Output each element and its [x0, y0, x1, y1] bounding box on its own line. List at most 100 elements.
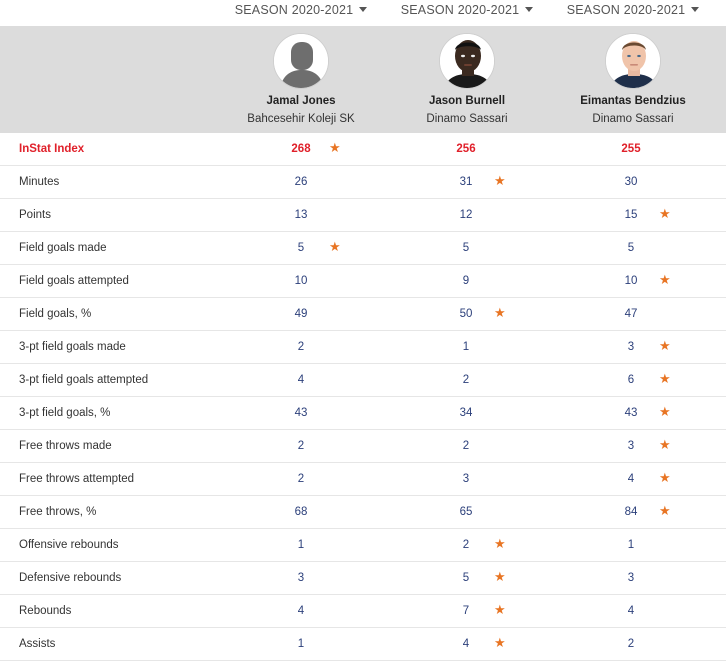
star-icon: ★	[494, 173, 506, 188]
season-dropdown-2[interactable]: SEASON 2020-2021	[384, 3, 550, 17]
stat-label: Points	[19, 209, 51, 221]
stat-value-player-3: 3	[627, 572, 635, 584]
stat-value-player-2: 31	[459, 176, 473, 188]
season-selector-row: SEASON 2020-2021 SEASON 2020-2021 SEASON…	[0, 0, 726, 26]
instat-index-row: InStat Index 268 ★ 256 255	[0, 133, 726, 166]
stat-value-player-2: 34	[459, 407, 473, 419]
star-icon: ★	[494, 305, 506, 320]
stat-value-player-1: 10	[294, 275, 308, 287]
player-name[interactable]: Eimantas Bendzius	[580, 95, 686, 107]
star-icon: ★	[659, 272, 671, 287]
stat-row: Field goals, % 49 50 ★ 47	[0, 298, 726, 331]
stat-row: 3-pt field goals attempted 4 2 6 ★	[0, 364, 726, 397]
stat-label: InStat Index	[19, 143, 85, 155]
stat-row: Offensive rebounds 1 2 ★ 1	[0, 529, 726, 562]
player-team[interactable]: Dinamo Sassari	[426, 113, 508, 125]
stat-label: Defensive rebounds	[19, 572, 122, 584]
player-name[interactable]: Jason Burnell	[428, 95, 506, 107]
stat-row: Field goals attempted 10 9 10 ★	[0, 265, 726, 298]
stat-value-player-2: 256	[456, 143, 476, 155]
stat-row: Points 13 12 15 ★	[0, 199, 726, 232]
stat-label: 3-pt field goals made	[19, 341, 126, 353]
star-icon: ★	[494, 536, 506, 551]
stat-row: Rebounds 4 7 ★ 4	[0, 595, 726, 628]
stat-value-player-3: 43	[624, 407, 638, 419]
player-photo-icon	[440, 34, 494, 88]
stat-label: Free throws, %	[19, 506, 97, 518]
user-silhouette-icon	[274, 34, 328, 88]
star-icon: ★	[494, 602, 506, 617]
season-dropdown-1[interactable]: SEASON 2020-2021	[218, 3, 384, 17]
stat-value-player-1: 268	[291, 143, 311, 155]
stat-row: Free throws made 2 2 3 ★	[0, 430, 726, 463]
stat-value-player-1: 4	[297, 374, 305, 386]
stat-label: Minutes	[19, 176, 60, 188]
stat-value-player-1: 2	[297, 440, 305, 452]
stat-value-player-2: 5	[462, 572, 470, 584]
season-dropdown-label: SEASON 2020-2021	[566, 3, 686, 17]
stat-row: 3-pt field goals made 2 1 3 ★	[0, 331, 726, 364]
stat-row: Defensive rebounds 3 5 ★ 3	[0, 562, 726, 595]
chevron-down-icon	[691, 7, 700, 12]
stat-label: Offensive rebounds	[19, 539, 119, 551]
stats-table: InStat Index 268 ★ 256 255 Minutes 26 31 ★ 30 Poin…	[0, 133, 726, 661]
star-icon: ★	[659, 206, 671, 221]
avatar	[273, 33, 329, 89]
player-card-2[interactable]: Jason Burnell Dinamo Sassari	[384, 26, 550, 133]
player-name[interactable]: Jamal Jones	[266, 95, 336, 107]
stat-label: 3-pt field goals attempted	[19, 374, 149, 386]
star-icon: ★	[329, 239, 341, 254]
stat-row: 3-pt field goals, % 43 34 43 ★	[0, 397, 726, 430]
stat-value-player-3: 5	[627, 242, 635, 254]
stat-value-player-1: 13	[294, 209, 308, 221]
stat-value-player-1: 68	[294, 506, 308, 518]
stat-label: 3-pt field goals, %	[19, 407, 111, 419]
avatar	[439, 33, 495, 89]
stat-row: Free throws, % 68 65 84 ★	[0, 496, 726, 529]
stat-value-player-2: 12	[459, 209, 473, 221]
player-team[interactable]: Dinamo Sassari	[592, 113, 674, 125]
star-icon: ★	[494, 569, 506, 584]
star-icon: ★	[659, 338, 671, 353]
stat-value-player-2: 65	[459, 506, 473, 518]
chevron-down-icon	[359, 7, 368, 12]
stat-value-player-2: 4	[462, 638, 470, 650]
stat-value-player-2: 9	[462, 275, 470, 287]
stat-value-player-3: 3	[627, 440, 635, 452]
stat-value-player-1: 26	[294, 176, 308, 188]
player-photo-icon	[606, 34, 660, 88]
stat-value-player-1: 4	[297, 605, 305, 617]
player-card-3[interactable]: Eimantas Bendzius Dinamo Sassari	[550, 26, 716, 133]
star-icon: ★	[494, 635, 506, 650]
stat-value-player-3: 3	[627, 341, 635, 353]
star-icon: ★	[659, 470, 671, 485]
star-icon: ★	[659, 437, 671, 452]
stat-value-player-3: 4	[627, 605, 635, 617]
stat-row: Field goals made 5 ★ 5 5	[0, 232, 726, 265]
stat-value-player-1: 2	[297, 341, 305, 353]
stat-value-player-2: 2	[462, 440, 470, 452]
player-card-1[interactable]: Jamal Jones Bahcesehir Koleji SK	[218, 26, 384, 133]
star-icon: ★	[659, 404, 671, 419]
stat-value-player-2: 1	[462, 341, 470, 353]
player-team[interactable]: Bahcesehir Koleji SK	[247, 113, 355, 125]
star-icon: ★	[659, 371, 671, 386]
stat-label: Field goals attempted	[19, 275, 129, 287]
players-header: Jamal Jones Bahcesehir Koleji SK Jason B…	[0, 26, 726, 133]
stat-value-player-3: 255	[621, 143, 641, 155]
avatar	[605, 33, 661, 89]
stat-value-player-1: 43	[294, 407, 308, 419]
stat-label: Free throws attempted	[19, 473, 135, 485]
chevron-down-icon	[525, 7, 534, 12]
stat-value-player-3: 47	[624, 308, 638, 320]
stat-value-player-2: 5	[462, 242, 470, 254]
stat-value-player-3: 1	[627, 539, 635, 551]
stat-value-player-2: 2	[462, 374, 470, 386]
stat-label: Assists	[19, 638, 56, 650]
stat-value-player-2: 50	[459, 308, 473, 320]
season-dropdown-3[interactable]: SEASON 2020-2021	[550, 3, 716, 17]
stat-value-player-1: 49	[294, 308, 308, 320]
stat-value-player-3: 15	[624, 209, 638, 221]
stat-label: Rebounds	[19, 605, 72, 617]
stat-value-player-1: 1	[297, 638, 305, 650]
